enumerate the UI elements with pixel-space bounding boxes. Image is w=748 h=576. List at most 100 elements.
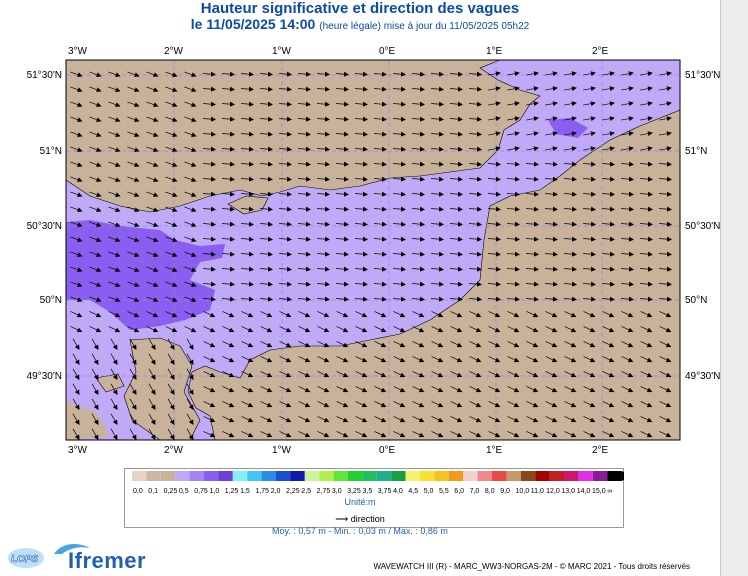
direction-arrow xyxy=(259,296,273,302)
direction-arrow xyxy=(468,101,482,107)
direction-arrow xyxy=(260,341,273,348)
lat-label: 49°30'N xyxy=(685,371,720,382)
direction-arrow xyxy=(564,341,577,348)
direction-arrow xyxy=(507,356,520,363)
direction-arrow xyxy=(658,236,672,242)
direction-arrow xyxy=(355,386,368,393)
direction-arrow xyxy=(602,326,615,333)
direction-arrow xyxy=(202,161,216,167)
direction-arrow xyxy=(278,221,292,227)
direction-arrow xyxy=(374,371,387,378)
direction-arrow xyxy=(449,71,463,77)
direction-arrow xyxy=(544,266,558,272)
direction-arrow xyxy=(335,281,349,287)
direction-arrow xyxy=(165,251,178,258)
direction-arrow xyxy=(221,266,235,272)
direction-arrow xyxy=(468,176,482,182)
direction-arrow xyxy=(545,386,558,393)
direction-arrow xyxy=(203,311,216,318)
direction-arrow xyxy=(487,296,501,302)
direction-arrow xyxy=(392,251,406,257)
direction-arrow xyxy=(621,101,634,107)
direction-arrow xyxy=(392,191,406,197)
direction-arrow xyxy=(165,311,178,318)
lon-label: 0°E xyxy=(379,445,396,456)
direction-arrow xyxy=(203,416,216,423)
direction-arrow xyxy=(221,191,235,197)
direction-arrow xyxy=(602,416,615,423)
direction-arrow xyxy=(640,356,653,363)
direction-arrow xyxy=(564,356,577,363)
direction-arrow xyxy=(507,371,520,378)
direction-arrow xyxy=(279,431,292,438)
direction-arrow xyxy=(373,146,387,152)
direction-arrow xyxy=(545,146,558,152)
legend-swatch xyxy=(218,471,233,481)
direction-arrow xyxy=(72,353,80,366)
direction-arrow xyxy=(621,71,634,77)
direction-arrow xyxy=(108,296,121,303)
direction-arrow xyxy=(203,431,216,438)
direction-arrow xyxy=(640,101,653,107)
direction-arrow xyxy=(582,191,596,197)
direction-arrow xyxy=(392,206,406,212)
direction-arrow xyxy=(487,221,501,227)
direction-arrow xyxy=(240,116,254,122)
direction-arrow xyxy=(70,221,83,228)
unit-label: Unité:m xyxy=(344,497,376,507)
direction-arrow xyxy=(70,281,83,288)
direction-arrow xyxy=(317,401,330,408)
map-subtitle: le 11/05/2025 14:00 (heure légale) mise … xyxy=(0,16,720,32)
direction-arrow xyxy=(316,251,330,257)
direction-arrow xyxy=(259,86,273,92)
direction-arrow xyxy=(221,71,235,77)
direction-arrow xyxy=(621,341,634,348)
direction-arrow xyxy=(488,416,501,423)
direction-arrow xyxy=(507,131,520,137)
direction-arrow xyxy=(450,386,463,393)
direction-arrow xyxy=(639,236,653,242)
direction-arrow xyxy=(393,356,406,363)
direction-arrow xyxy=(392,176,406,182)
direction-arrow xyxy=(545,311,558,318)
direction-arrow xyxy=(240,161,254,167)
direction-arrow xyxy=(89,236,102,243)
direction-arrow xyxy=(563,191,577,197)
direction-arrow xyxy=(278,131,292,137)
direction-arrows xyxy=(70,71,672,440)
direction-arrow xyxy=(127,191,140,198)
legend-swatch xyxy=(434,471,449,481)
direction-arrow xyxy=(260,326,273,333)
direction-arrow xyxy=(431,416,444,423)
direction-arrow xyxy=(640,116,653,122)
legend-swatch xyxy=(319,471,334,481)
direction-arrow xyxy=(298,356,311,363)
direction-arrow xyxy=(221,281,235,287)
direction-arrow xyxy=(374,416,387,423)
calm-strip xyxy=(66,402,110,440)
direction-arrow xyxy=(354,281,368,287)
wave-map[interactable]: 3°W 2°W 1°W 0°E 1°E 2°E 3°W 2°W 1°W 0°E … xyxy=(0,0,720,576)
direction-arrow xyxy=(449,101,463,107)
direction-arrow xyxy=(202,266,216,272)
direction-arrow xyxy=(468,251,482,257)
legend-swatch xyxy=(204,471,219,481)
direction-arrow xyxy=(583,71,596,77)
direction-arrow xyxy=(564,311,577,318)
direction-arrow xyxy=(127,326,140,333)
direction-arrow xyxy=(127,71,140,78)
direction-arrow xyxy=(146,206,159,213)
statistics: Moy. : 0,57 m - Min. : 0,03 m / Max. : 0… xyxy=(272,526,448,536)
direction-arrow xyxy=(582,176,596,182)
direction-arrow xyxy=(621,401,634,408)
svg-text:LOPS: LOPS xyxy=(11,554,39,565)
direction-arrow xyxy=(241,386,254,393)
direction-arrow xyxy=(146,131,159,138)
direction-arrow xyxy=(507,431,520,438)
direction-arrow xyxy=(469,431,482,438)
direction-arrow xyxy=(602,311,615,318)
legend-swatch xyxy=(362,471,377,481)
direction-arrow xyxy=(297,146,311,152)
direction-arrow xyxy=(203,386,216,393)
direction-arrow xyxy=(659,326,672,333)
